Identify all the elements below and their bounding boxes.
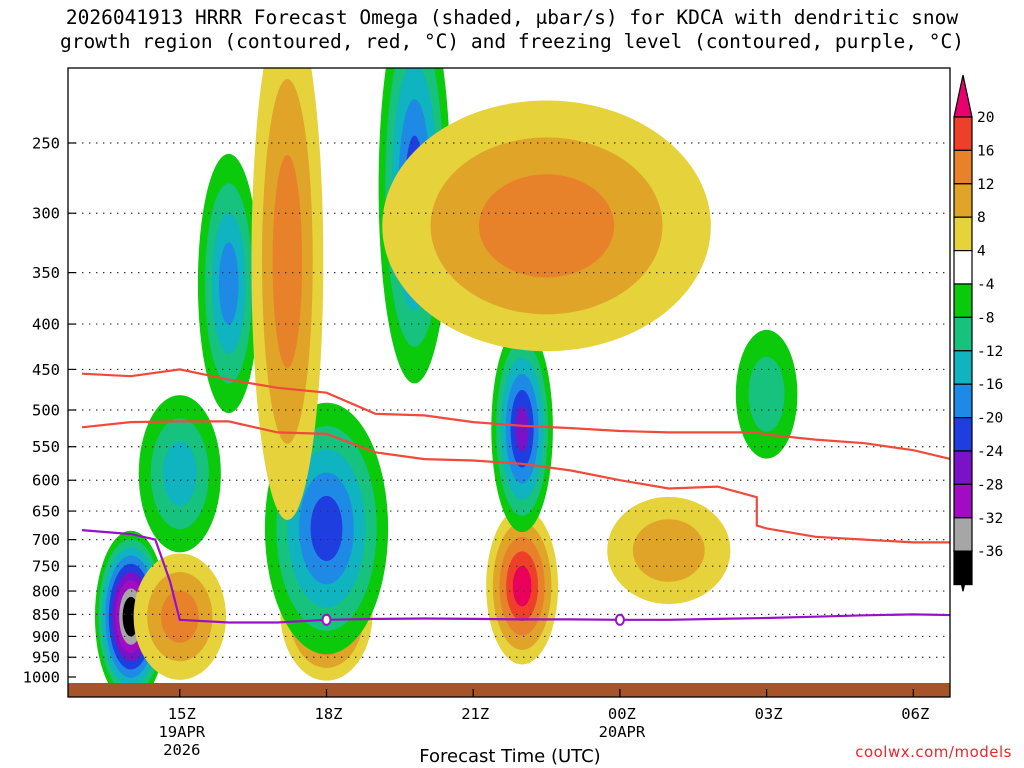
colorbar-segment-2: [953, 149, 973, 185]
x-tick-sublabel2-0: 2026: [163, 741, 200, 759]
y-tick-label-850: 850: [32, 606, 60, 624]
x-tick-label-5: 06Z: [901, 705, 929, 723]
y-tick-label-750: 750: [32, 558, 60, 576]
colorbar-label-4: 4: [977, 244, 986, 260]
colorbar-segment-12: [953, 483, 973, 519]
omega-shading: [94, 68, 798, 697]
x-tick-label-2: 21Z: [461, 705, 489, 723]
x-tick-label-4: 03Z: [755, 705, 783, 723]
contour-line-0: [81, 368, 950, 461]
colorbar-segment-9: [953, 383, 973, 419]
y-tick-label-500: 500: [32, 402, 60, 420]
omega-contour-12-1: [748, 356, 785, 432]
colorbar-label-7: -12: [977, 344, 1003, 360]
title-line-2: growth region (contoured, red, °C) and f…: [60, 30, 964, 53]
omega-contour-6-3: [218, 242, 239, 325]
colorbar-segment-13: [953, 517, 973, 552]
colorbar-segment-3: [953, 183, 973, 218]
colorbar-label-5: -4: [977, 277, 995, 293]
freezing-label-marker-1: [614, 613, 625, 626]
colorbar-label-9: -20: [977, 411, 1003, 427]
y-tick-label-900: 900: [32, 628, 60, 646]
freezing-label-marker-0: [321, 613, 332, 626]
colorbar-label-10: -24: [977, 444, 1003, 460]
colorbar-segment-5: [953, 250, 973, 285]
y-tick-label-1000: 1000: [23, 669, 60, 687]
gridlines: [68, 142, 950, 658]
contour-lines: [81, 368, 950, 626]
colorbar-label-8: -16: [977, 377, 1003, 393]
y-tick-label-450: 450: [32, 361, 60, 379]
colorbar-label-0: 20: [977, 110, 994, 126]
colorbar-segment-6: [953, 283, 973, 319]
x-tick-label-1: 18Z: [315, 705, 343, 723]
omega-contour-3-4: [512, 565, 532, 607]
omega-contour-11-1: [632, 519, 705, 582]
colorbar-label-1: 16: [977, 143, 994, 159]
x-axis-label-text: Forecast Time (UTC): [419, 746, 601, 767]
ground-bar: [68, 683, 950, 697]
colorbar-segment-1: [953, 116, 973, 152]
credit-text[interactable]: coolwx.com/models: [855, 743, 1012, 761]
contour-line-2: [81, 529, 950, 624]
colorbar-label-11: -28: [977, 477, 1003, 493]
y-tick-label-600: 600: [32, 472, 60, 490]
x-axis-label: Forecast Time (UTC): [0, 746, 1024, 767]
x-tick-sublabel-0: 19APR: [158, 723, 205, 741]
omega-contour-5-4: [310, 495, 343, 562]
title-line-1: 2026041913 HRRR Forecast Omega (shaded, …: [65, 6, 959, 29]
colorbar-segment-8: [953, 350, 973, 385]
x-tick-label-3: 00Z: [608, 705, 636, 723]
omega-contour-10-2: [478, 174, 615, 278]
chart-title: 2026041913 HRRR Forecast Omega (shaded, …: [0, 6, 1024, 54]
omega-contour-0-9: [126, 605, 136, 629]
plot-frame: [67, 67, 951, 698]
y-tick-label-650: 650: [32, 503, 60, 521]
y-tick-label-950: 950: [32, 649, 60, 667]
y-tick-label-800: 800: [32, 583, 60, 601]
colorbar-label-6: -8: [977, 310, 994, 326]
y-tick-label-550: 550: [32, 438, 60, 456]
y-tick-label-250: 250: [32, 135, 60, 153]
colorbar-top-arrow: [953, 74, 973, 118]
colorbar-segment-10: [953, 417, 973, 452]
omega-contour-9-2: [272, 154, 303, 368]
x-tick-sublabel-3: 20APR: [599, 723, 646, 741]
colorbar: 20 16 12 8 4 -4 -8 -12 -16 -20 -24 -28 -32 -36: [953, 74, 1003, 592]
x-tick-label-0: 15Z: [168, 705, 196, 723]
y-tick-label-300: 300: [32, 205, 60, 223]
y-tick-label-350: 350: [32, 264, 60, 282]
colorbar-label-12: -32: [977, 511, 1003, 527]
pressure-axis: 250 300 350 400 450 500 550 600 650 700 750 800 850 9…: [23, 135, 76, 687]
omega-contour-4-5: [515, 406, 529, 452]
contour-line-1: [81, 420, 950, 544]
colorbar-label-13: -36: [977, 544, 1003, 560]
y-tick-label-700: 700: [32, 531, 60, 549]
colorbar-bottom-arrow: [953, 550, 973, 592]
omega-contour-8-2: [162, 441, 197, 507]
colorbar-label-2: 12: [977, 177, 994, 193]
y-tick-label-400: 400: [32, 316, 60, 334]
colorbar-segment-7: [953, 316, 973, 352]
colorbar-label-3: 8: [977, 210, 986, 226]
colorbar-segment-11: [953, 450, 973, 486]
colorbar-segment-4: [953, 216, 973, 252]
